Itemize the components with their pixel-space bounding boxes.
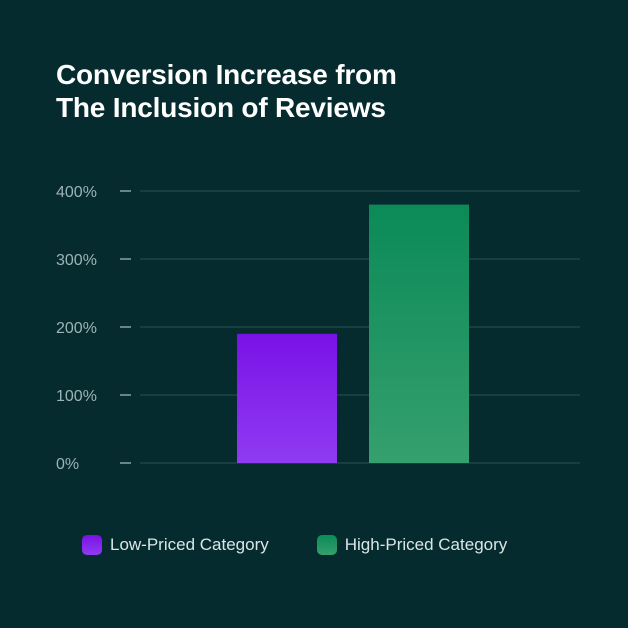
- chart-title-line-2: The Inclusion of Reviews: [56, 92, 386, 123]
- y-tick-label-200: 200%: [56, 320, 97, 337]
- y-tick-label-0: 0%: [56, 456, 79, 473]
- grid-layer: [140, 190, 580, 464]
- y-tick-label-300: 300%: [56, 252, 97, 269]
- legend-swatch-high-priced: [316, 535, 337, 555]
- legend-label-low-priced: Low-Priced Category: [110, 535, 269, 554]
- chart-title-line-1: Conversion Increase from: [56, 59, 397, 90]
- bar-low-priced-category: [237, 333, 337, 463]
- legend: Low-Priced Category High-Priced Category: [82, 535, 507, 555]
- y-tick-label-400: 400%: [56, 184, 97, 201]
- y-axis: 400% 300% 200% 100% 0%: [56, 184, 131, 473]
- legend-label-high-priced: High-Priced Category: [344, 535, 508, 554]
- bar-series: [237, 204, 469, 463]
- legend-item-low-priced: Low-Priced Category: [82, 535, 269, 555]
- y-tick-label-100: 100%: [56, 388, 97, 405]
- bar-high-priced-category: [369, 204, 469, 463]
- legend-item-high-priced: High-Priced Category: [316, 535, 508, 555]
- legend-swatch-low-priced: [82, 535, 102, 555]
- chart-title: Conversion Increase from The Inclusion o…: [56, 58, 576, 124]
